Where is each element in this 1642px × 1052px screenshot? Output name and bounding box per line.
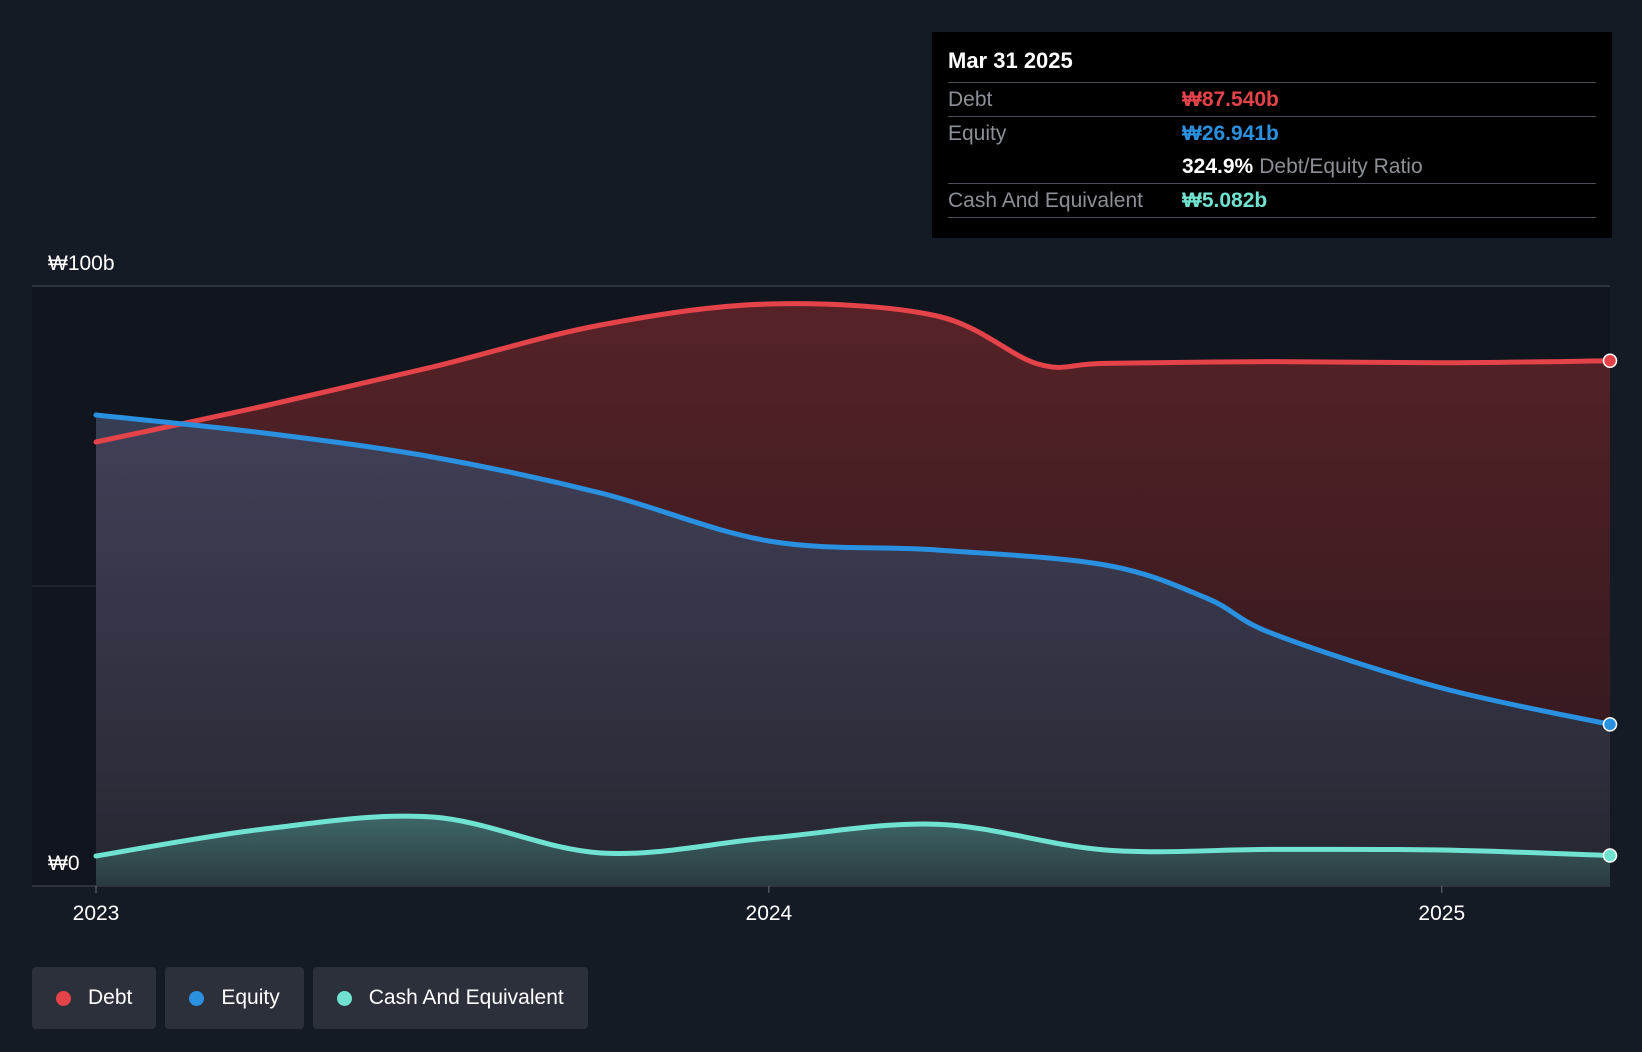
tooltip-row-equity: Equity ₩26.941b: [948, 116, 1596, 150]
legend-label-equity: Equity: [221, 986, 280, 1009]
legend-item-cash[interactable]: Cash And Equivalent: [312, 967, 588, 1029]
tooltip-equity-label: Equity: [948, 121, 1007, 145]
line-cash: [93, 813, 1613, 859]
tooltip-cash-label: Cash And Equivalent: [948, 188, 1143, 212]
line-equity: [93, 412, 1613, 727]
legend: Debt Equity Cash And Equivalent: [32, 967, 588, 1029]
legend-label-cash: Cash And Equivalent: [368, 986, 564, 1009]
tooltip-row-debt: Debt ₩87.540b: [948, 82, 1596, 116]
legend-item-debt[interactable]: Debt: [32, 967, 157, 1029]
tooltip-ratio-label: Debt/Equity Ratio: [1259, 154, 1423, 178]
tooltip-date: Mar 31 2025: [948, 48, 1073, 73]
legend-dot-debt: [56, 990, 71, 1006]
endpoint-equity: [1602, 717, 1618, 732]
tooltip-equity-value: ₩26.941b: [1182, 121, 1279, 145]
tooltip-debt-label: Debt: [948, 87, 993, 111]
area-cash: [96, 816, 1610, 886]
line-debt: [93, 301, 1613, 445]
y-tick-label-bottom: ₩0: [48, 852, 80, 875]
endpoint-debt: [1602, 353, 1618, 369]
tooltip-ratio-value: 324.9%: [1182, 154, 1254, 178]
x-tick-label-2024: 2024: [746, 902, 793, 925]
tooltip-debt-value: ₩87.540b: [1182, 87, 1279, 111]
area-equity: [96, 415, 1610, 886]
endpoint-cash: [1602, 848, 1618, 863]
legend-item-equity[interactable]: Equity: [165, 967, 304, 1029]
y-tick-label-top: ₩100b: [48, 252, 115, 275]
tooltip: Mar 31 2025 Debt ₩87.540b Equity ₩26.941…: [932, 32, 1612, 238]
x-tick-label-2023: 2023: [73, 902, 120, 925]
tooltip-row-cash: Cash And Equivalent ₩5.082b: [948, 183, 1596, 218]
tooltip-row-ratio: 324.9% Debt/Equity Ratio: [948, 150, 1596, 183]
legend-dot-cash: [336, 990, 352, 1006]
x-tick-label-2025: 2025: [1418, 902, 1465, 925]
tooltip-cash-value: ₩5.082b: [1182, 188, 1268, 212]
legend-dot-equity: [189, 990, 205, 1006]
legend-label-debt: Debt: [88, 986, 133, 1009]
